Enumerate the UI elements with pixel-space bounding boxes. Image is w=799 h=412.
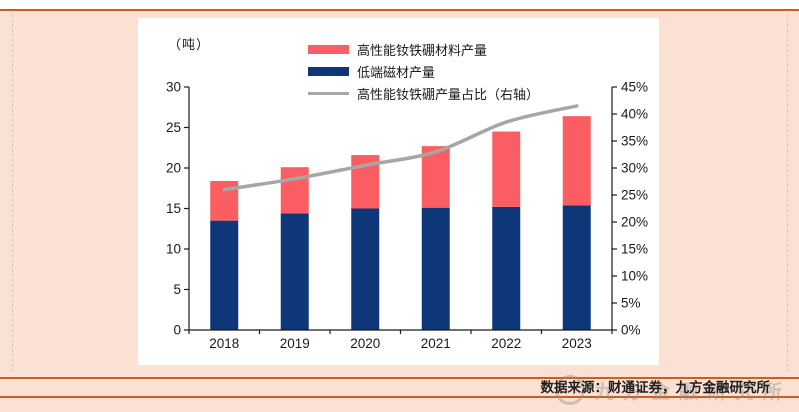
x-tick-label: 2018	[209, 336, 239, 351]
x-tick-label: 2022	[491, 336, 521, 351]
left-tick-label: 15	[166, 201, 181, 216]
right-tick-label: 5%	[621, 296, 641, 311]
legend-swatch-gray-line	[308, 91, 349, 96]
legend-label: 高性能钕铁硼材料产量	[357, 43, 488, 58]
bar-high-performance-2019	[280, 167, 309, 214]
legend-item-low-end: 低端磁材产量	[308, 64, 539, 80]
left-tick-label: 20	[166, 161, 181, 176]
right-tick-label: 25%	[621, 188, 648, 203]
top-white-strip	[0, 0, 799, 9]
bar-low-end-2019	[280, 213, 309, 330]
bar-high-performance-2022	[492, 131, 521, 207]
right-tick-label: 35%	[621, 134, 648, 149]
right-edge-dashed-line	[787, 14, 788, 372]
bar-low-end-2021	[421, 207, 450, 330]
left-edge-dashed-line	[12, 14, 13, 372]
legend-swatch-blue	[308, 67, 349, 76]
y-axis-unit-label: （吨）	[168, 37, 211, 52]
x-tick-label: 2019	[280, 336, 310, 351]
bar-high-performance-2021	[421, 146, 450, 208]
legend-label: 高性能钕铁硼产量占比（右轴）	[357, 87, 540, 102]
chart-panel: 0 5 10 15 20 25 30 0% 5% 10% 15% 20% 25% 30% 35% 40% 45%…	[138, 18, 659, 365]
left-tick-label: 0	[173, 323, 181, 338]
legend-item-high-performance: 高性能钕铁硼材料产量	[308, 42, 539, 58]
left-tick-label: 30	[166, 80, 181, 95]
legend-label: 低端磁材产量	[357, 65, 436, 80]
left-tick-label: 25	[166, 120, 181, 135]
bar-low-end-2020	[351, 208, 380, 330]
right-tick-label: 45%	[621, 80, 648, 95]
x-tick-label: 2020	[350, 336, 380, 351]
bar-low-end-2022	[492, 206, 521, 330]
bar-low-end-2023	[562, 205, 591, 330]
right-tick-label: 10%	[621, 269, 648, 284]
bar-low-end-2018	[210, 220, 239, 330]
top-divider-line	[0, 9, 799, 11]
right-tick-label: 40%	[621, 107, 648, 122]
right-tick-label: 0%	[621, 323, 641, 338]
right-tick-label: 30%	[621, 161, 648, 176]
chart-legend: 高性能钕铁硼材料产量 低端磁材产量 高性能钕铁硼产量占比（右轴）	[308, 42, 540, 102]
x-tick-label: 2021	[421, 336, 451, 351]
share-line	[222, 104, 579, 192]
right-tick-label: 15%	[621, 242, 648, 257]
x-tick-label: 2023	[562, 336, 592, 351]
legend-swatch-red	[308, 45, 349, 54]
combo-chart: 0 5 10 15 20 25 30 0% 5% 10% 15% 20% 25% 30% 35% 40% 45%…	[166, 80, 648, 352]
footer-band: 九方金融研究所 数据来源：财通证券，九方金融研究所	[0, 375, 799, 405]
right-tick-label: 20%	[621, 215, 648, 230]
data-source-text: 数据来源：财通证券，九方金融研究所	[540, 380, 771, 395]
left-tick-label: 5	[173, 282, 181, 297]
left-tick-label: 10	[166, 242, 181, 257]
legend-item-share-line: 高性能钕铁硼产量占比（右轴）	[308, 86, 540, 102]
bar-high-performance-2023	[562, 116, 591, 206]
